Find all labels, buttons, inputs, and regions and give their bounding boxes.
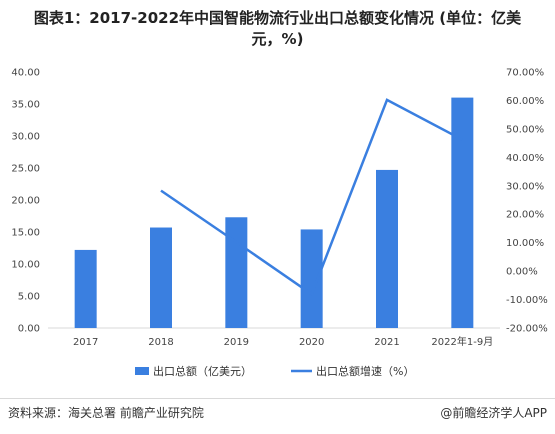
- y-right-tick-label: 20.00%: [506, 210, 544, 221]
- x-tick-label: 2020: [299, 337, 324, 348]
- y-right-tick-label: 0.00%: [506, 267, 538, 278]
- y-left-tick-label: 10.00: [11, 260, 40, 271]
- legend-bar-label: 出口总额（亿美元）: [153, 364, 252, 378]
- y-right-tick-label: 50.00%: [506, 124, 544, 135]
- y-right-tick-label: 10.00%: [506, 238, 544, 249]
- bar: [300, 229, 323, 328]
- y-right-tick-label: 70.00%: [506, 68, 544, 79]
- x-tick-label: 2021: [374, 337, 399, 348]
- y-left-tick-label: 0.00: [18, 324, 40, 335]
- chart-canvas: 0.00 5.00 10.00 15.00 20.00 25.00 30.00 35.00 40…: [11, 68, 548, 379]
- bar: [74, 249, 97, 328]
- y-left-tick-label: 15.00: [11, 228, 40, 239]
- x-tick-label: 2018: [148, 337, 173, 348]
- legend-line-label: 出口总额增速（%）: [316, 364, 414, 378]
- y-right-tick-label: 60.00%: [506, 96, 544, 107]
- y-left-tick-label: 35.00: [11, 100, 40, 111]
- y-left-tick-label: 20.00: [11, 196, 40, 207]
- brand-note: @前瞻经济学人APP: [440, 406, 547, 420]
- y-left-tick-label: 25.00: [11, 164, 40, 175]
- chart-title-line2: 元，%): [251, 30, 304, 48]
- y-right-tick-label: 30.00%: [506, 181, 544, 192]
- bar: [150, 227, 172, 328]
- y-right-tick-label: -20.00%: [506, 324, 548, 335]
- bar: [451, 97, 474, 328]
- footer-divider: [0, 398, 555, 399]
- y-right-tick-label: 40.00%: [506, 153, 544, 164]
- chart-title: 图表1：2017-2022年中国智能物流行业出口总额变化情况 (单位：亿美 元，…: [0, 8, 555, 50]
- y-right-tick-label: -10.00%: [506, 295, 548, 306]
- y-left-tick-label: 40.00: [11, 68, 40, 79]
- x-tick-label: 2022年1-9月: [431, 335, 493, 348]
- chart-title-line1: 图表1：2017-2022年中国智能物流行业出口总额变化情况 (单位：亿美: [33, 9, 522, 27]
- legend-bar-swatch: [135, 367, 149, 375]
- source-note: 资料来源：海关总署 前瞻产业研究院: [8, 406, 204, 420]
- x-tick-label: 2017: [73, 337, 98, 348]
- y-left-tick-label: 30.00: [11, 132, 40, 143]
- bar: [376, 169, 398, 328]
- y-left-tick-label: 5.00: [18, 292, 40, 303]
- bar: [225, 217, 248, 328]
- x-tick-label: 2019: [224, 337, 249, 348]
